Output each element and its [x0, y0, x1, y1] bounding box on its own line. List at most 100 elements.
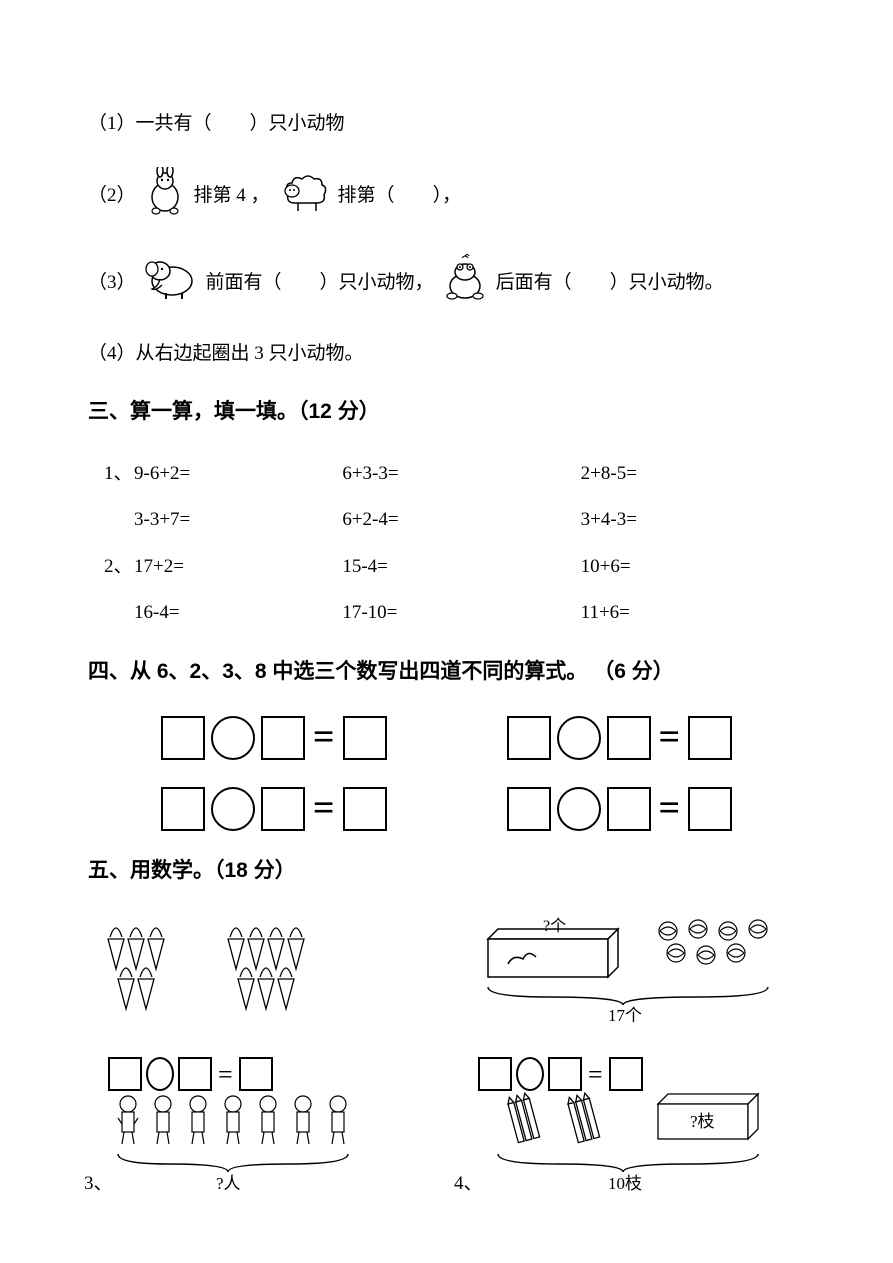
calc-cell: 3-3+7= — [134, 509, 190, 530]
calc-cell: 3+4-3= — [581, 498, 817, 543]
question-3: （3） 前面有（ ）只小动物， 后面有（ ）只小动物。 — [88, 254, 805, 312]
square-blank[interactable] — [343, 787, 387, 831]
table-row: 1、9-6+2= 6+3-3= 2+8-5= — [104, 452, 817, 497]
pencils-panel: = ?枝 — [458, 1049, 808, 1199]
circle-blank[interactable] — [146, 1057, 174, 1091]
calc-table: 1、9-6+2= 6+3-3= 2+8-5= 3-3+7= 6+2-4= 3+4… — [102, 450, 819, 638]
square-blank[interactable] — [507, 716, 551, 760]
square-blank[interactable] — [607, 716, 651, 760]
calc-cell: 6+3-3= — [342, 452, 578, 497]
carrots-icon — [88, 909, 438, 1029]
square-blank[interactable] — [161, 716, 205, 760]
table-row: 2、17+2= 15-4= 10+6= — [104, 545, 817, 590]
section-5-row-1: ?个 17个 — [88, 909, 805, 1029]
square-blank[interactable] — [478, 1057, 512, 1091]
square-blank[interactable] — [178, 1057, 212, 1091]
section-3-title: 三、算一算，填一填。（12 分） — [88, 396, 805, 428]
box-balls-icon: ?个 17个 — [458, 909, 808, 1029]
q3-text-a: 前面有（ — [206, 269, 282, 298]
elephant-icon — [142, 255, 200, 311]
q1-blank — [212, 110, 250, 139]
square-blank[interactable] — [161, 787, 205, 831]
calc-cell: 6+2-4= — [342, 498, 578, 543]
frog-icon — [440, 254, 490, 312]
box-question-label: ?个 — [543, 917, 566, 935]
equals-sign: = — [657, 709, 683, 766]
calc-cell: 17-10= — [342, 591, 578, 636]
square-blank[interactable] — [261, 716, 305, 760]
box-balls-panel: ?个 17个 — [458, 909, 808, 1029]
small-equation: = — [478, 1055, 643, 1094]
people-panel: = ?人 3、 — [88, 1049, 438, 1199]
circle-blank[interactable] — [557, 716, 601, 760]
carrots-panel — [88, 909, 438, 1029]
equation-line-2: = = — [88, 780, 805, 837]
q2-prefix: （2） — [88, 182, 136, 211]
question-4: （4） 从右边起圈出 3 只小动物。 — [88, 340, 805, 369]
equation-line-1: = = — [88, 709, 805, 766]
total-label: 17个 — [608, 1006, 642, 1025]
equation-group: = — [507, 709, 733, 766]
q1-prefix: （1） — [88, 110, 136, 139]
calc-cell: 15-4= — [342, 545, 578, 590]
equation-group: = — [507, 780, 733, 837]
question-2: （2） 排第 4 ， 排第（ ）， — [88, 167, 805, 227]
section-5-row-2: = ?人 3、 = — [88, 1049, 805, 1199]
equals-sign: = — [311, 780, 337, 837]
q2-text-b: 排第（ — [338, 182, 395, 211]
sheep-icon — [276, 171, 332, 223]
table-row: 3-3+7= 6+2-4= 3+4-3= — [104, 498, 817, 543]
section-5-title: 五、用数学。（18 分） — [88, 855, 805, 887]
circle-blank[interactable] — [516, 1057, 544, 1091]
q3-prefix: （3） — [88, 269, 136, 298]
q4-text: 从右边起圈出 3 只小动物。 — [136, 340, 364, 369]
panel-3-number: 3、 — [84, 1170, 113, 1199]
section-4-title: 四、从 6、2、3、8 中选三个数写出四道不同的算式。 （6 分） — [88, 656, 805, 688]
question-1: （1） 一共有（ ）只小动物 — [88, 110, 805, 139]
pencil-question-label: ?枝 — [690, 1112, 715, 1131]
calc-cell: 11+6= — [581, 591, 817, 636]
square-blank[interactable] — [607, 787, 651, 831]
square-blank[interactable] — [261, 787, 305, 831]
square-blank[interactable] — [609, 1057, 643, 1091]
equals-sign: = — [216, 1055, 235, 1094]
calc-cell: 2+8-5= — [581, 452, 817, 497]
q3-text-d: ）只小动物。 — [610, 269, 724, 298]
calc-cell: 9-6+2= — [134, 463, 190, 484]
q2-blank — [395, 182, 433, 211]
circle-blank[interactable] — [557, 787, 601, 831]
q3-blank2 — [572, 269, 610, 298]
panel-4-number: 4、 — [454, 1170, 483, 1199]
small-equation: = — [108, 1055, 273, 1094]
square-blank[interactable] — [688, 716, 732, 760]
square-blank[interactable] — [343, 716, 387, 760]
q2-text-c: ）， — [433, 182, 462, 211]
square-blank[interactable] — [507, 787, 551, 831]
q3-blank — [282, 269, 320, 298]
square-blank[interactable] — [108, 1057, 142, 1091]
q2-text-a: 排第 4 ， — [194, 182, 270, 211]
circle-blank[interactable] — [211, 787, 255, 831]
pencil-total-label: 10枝 — [608, 1174, 642, 1193]
equals-sign: = — [586, 1055, 605, 1094]
q1-text-b: ）只小动物 — [250, 110, 345, 139]
calc-cell: 17+2= — [134, 556, 184, 577]
square-blank[interactable] — [548, 1057, 582, 1091]
q1-text-a: 一共有（ — [136, 110, 212, 139]
calc-cell: 10+6= — [581, 545, 817, 590]
q3-text-c: 后面有（ — [496, 269, 572, 298]
equation-group: = — [161, 780, 387, 837]
equation-group: = — [161, 709, 387, 766]
q4-prefix: （4） — [88, 340, 136, 369]
calc-cell: 16-4= — [134, 602, 180, 623]
q3-text-b: ）只小动物， — [320, 269, 434, 298]
rabbit-icon — [142, 167, 188, 227]
square-blank[interactable] — [688, 787, 732, 831]
circle-blank[interactable] — [211, 716, 255, 760]
table-row: 16-4= 17-10= 11+6= — [104, 591, 817, 636]
equals-sign: = — [311, 709, 337, 766]
calc-label-2: 2、 — [104, 553, 134, 582]
people-question-label: ?人 — [216, 1174, 241, 1193]
square-blank[interactable] — [239, 1057, 273, 1091]
calc-label-1: 1、 — [104, 460, 134, 489]
